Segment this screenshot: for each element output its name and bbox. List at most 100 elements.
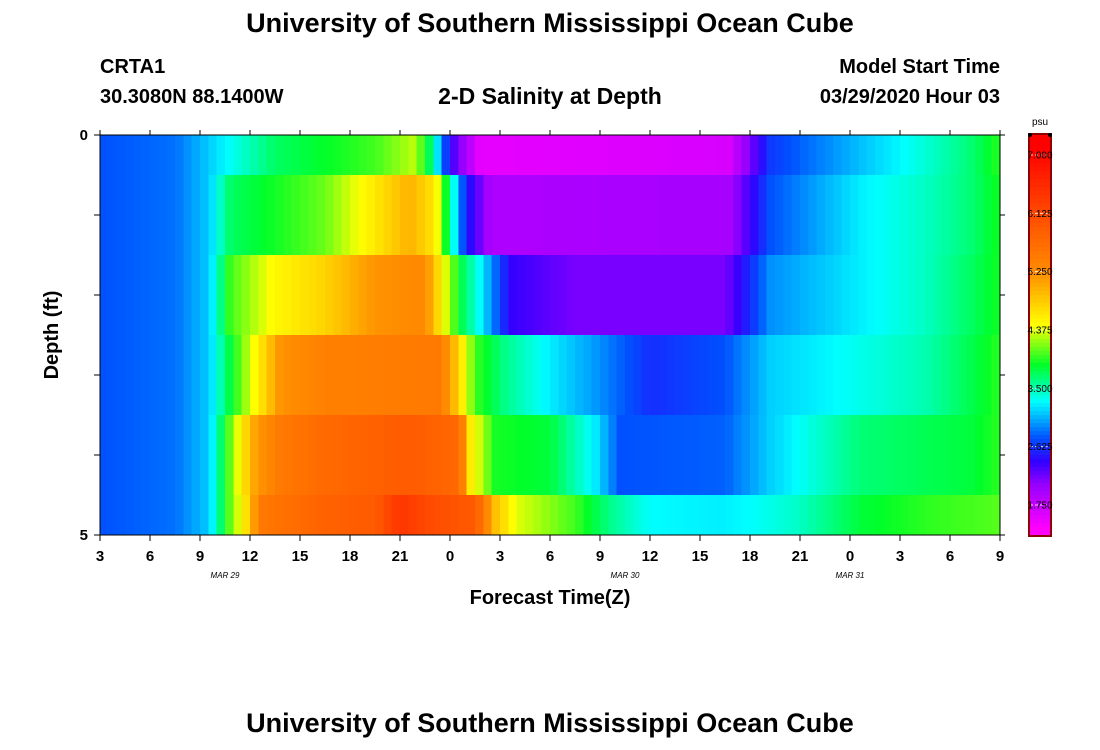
heatmap-cell	[883, 335, 893, 415]
heatmap-cell	[558, 135, 568, 175]
heatmap-cell	[900, 135, 909, 175]
colorbar-swatch	[1030, 291, 1050, 296]
heatmap-cell	[450, 495, 459, 535]
heatmap-cell	[750, 175, 759, 255]
heatmap-cell	[375, 135, 384, 175]
heatmap-cell	[600, 495, 609, 535]
heatmap-cell	[291, 135, 301, 175]
heatmap-cell	[741, 255, 751, 335]
heatmap-cell	[408, 175, 418, 255]
heatmap-cell	[991, 135, 1001, 175]
heatmap-cell	[466, 495, 476, 535]
heatmap-cell	[775, 335, 784, 415]
colorbar-swatch	[1030, 167, 1050, 172]
heatmap-cell	[141, 175, 151, 255]
heatmap-cell	[366, 415, 376, 495]
heatmap-cell	[566, 335, 576, 415]
heatmap-cell	[525, 335, 534, 415]
model-start-value: 03/29/2020 Hour 03	[819, 86, 1000, 108]
colorbar-swatch	[1030, 207, 1050, 212]
colorbar-swatch	[1030, 411, 1050, 416]
heatmap-cell	[516, 135, 526, 175]
heatmap-cell	[700, 495, 709, 535]
heatmap-cell	[716, 335, 726, 415]
heatmap-cell	[333, 175, 343, 255]
heatmap-cell	[408, 415, 418, 495]
heatmap-cell	[983, 495, 993, 535]
x-tick-label: 6	[146, 548, 154, 565]
heatmap-cell	[766, 255, 776, 335]
heatmap-cell	[766, 175, 776, 255]
heatmap-cell	[791, 135, 801, 175]
heatmap-cell	[625, 415, 634, 495]
heatmap-cell	[250, 415, 259, 495]
heatmap-cell	[441, 335, 451, 415]
heatmap-cell	[358, 335, 368, 415]
heatmap-cell	[300, 175, 309, 255]
heatmap-cell	[341, 255, 351, 335]
heatmap-cell	[916, 335, 926, 415]
heatmap-cell	[858, 255, 868, 335]
heatmap-cell	[166, 135, 176, 175]
heatmap-cell	[650, 255, 659, 335]
heatmap-cell	[633, 255, 643, 335]
heatmap-cell	[808, 415, 818, 495]
heatmap-cell	[875, 415, 884, 495]
heatmap-cell	[408, 335, 418, 415]
colorbar-swatch	[1030, 335, 1050, 340]
heatmap-cell	[825, 335, 834, 415]
heatmap-cell	[700, 255, 709, 335]
heatmap-cell	[350, 495, 359, 535]
heatmap-cell	[175, 495, 184, 535]
colorbar-swatch	[1030, 155, 1050, 160]
heatmap-cell	[408, 135, 418, 175]
heatmap-cell	[708, 255, 718, 335]
colorbar-swatch	[1030, 435, 1050, 440]
colorbar-swatch	[1030, 459, 1050, 464]
heatmap-cell	[116, 255, 126, 335]
heatmap-cell	[958, 255, 968, 335]
heatmap-cell	[300, 495, 309, 535]
heatmap-cell	[841, 255, 851, 335]
heatmap-cell	[416, 495, 426, 535]
heatmap-cell	[100, 495, 109, 535]
colorbar-swatch	[1030, 287, 1050, 292]
colorbar-unit: psu	[1032, 117, 1048, 128]
colorbar-swatch	[1030, 179, 1050, 184]
heatmap-cell	[475, 135, 484, 175]
heatmap-cell	[133, 335, 143, 415]
heatmap-cell	[391, 335, 401, 415]
colorbar-swatch	[1030, 195, 1050, 200]
heatmap-cell	[741, 335, 751, 415]
heatmap-cell	[966, 495, 976, 535]
heatmap-cell	[625, 495, 634, 535]
heatmap-cell	[266, 135, 276, 175]
heatmap-cell	[258, 335, 268, 415]
heatmap-cell	[300, 335, 309, 415]
heatmap-cell	[475, 415, 484, 495]
heatmap-cell	[508, 335, 518, 415]
heatmap-cell	[916, 135, 926, 175]
heatmap-cell	[691, 335, 701, 415]
heatmap-cell	[158, 135, 168, 175]
heatmap-cell	[291, 175, 301, 255]
heatmap-cell	[658, 175, 668, 255]
date-label: MAR 30	[611, 571, 640, 580]
x-tick-label: 9	[596, 548, 604, 565]
heatmap-cell	[633, 495, 643, 535]
heatmap-cell	[841, 135, 851, 175]
colorbar-swatch	[1030, 247, 1050, 252]
heatmap-cell	[316, 135, 326, 175]
heatmap-cell	[550, 255, 559, 335]
heatmap-cell	[200, 415, 209, 495]
colorbar-tick-label: 2.625	[1027, 442, 1052, 453]
heatmap-cell	[133, 175, 143, 255]
heatmap-cell	[458, 175, 468, 255]
colorbar-tick-label: 3.500	[1027, 384, 1052, 395]
heatmap-cell	[733, 175, 743, 255]
heatmap-cell	[141, 415, 151, 495]
colorbar-swatch	[1030, 351, 1050, 356]
heatmap-cell	[225, 495, 234, 535]
heatmap-cell	[758, 135, 768, 175]
heatmap-cell	[600, 335, 609, 415]
